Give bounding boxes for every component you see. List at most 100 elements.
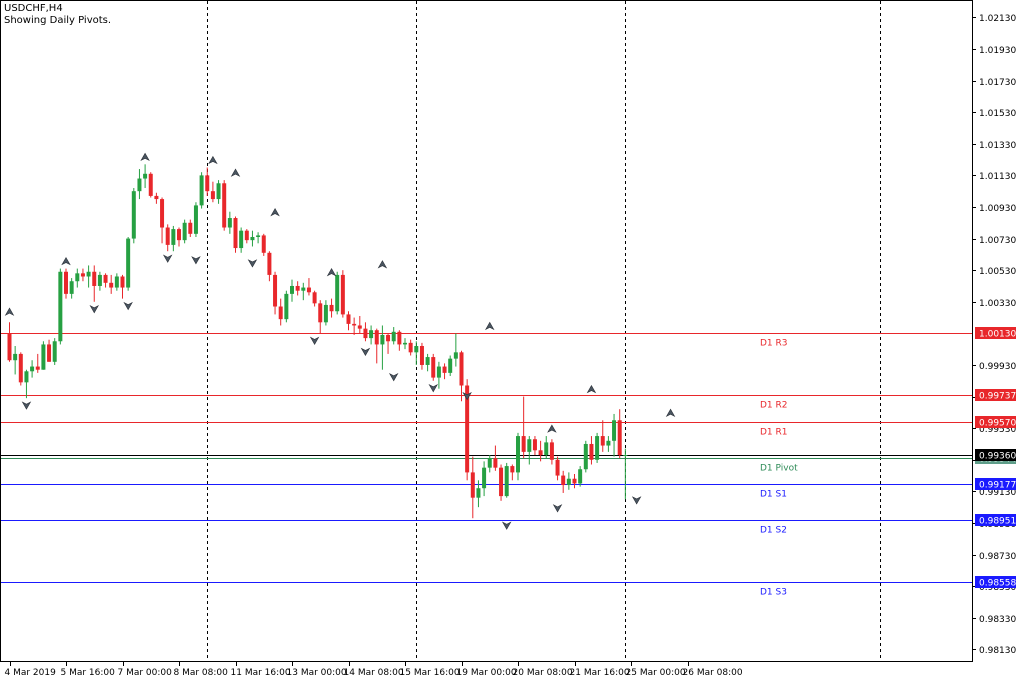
candle-body	[323, 304, 328, 323]
support-price-label: 0.98558	[979, 579, 1016, 589]
pivot-level-label: D1 S3	[760, 588, 787, 598]
candle-body	[284, 293, 289, 320]
fractal-up-icon	[270, 208, 280, 217]
support-price-label-box	[975, 514, 1016, 526]
price-tick-label: 0.99530	[979, 425, 1016, 435]
candle-body	[465, 385, 470, 473]
pivot-level-label: D1 R1	[760, 428, 788, 438]
resistance-price-label-box	[975, 327, 1016, 339]
resistance-price-label: 0.99737	[979, 392, 1016, 402]
fractal-down-icon	[388, 372, 399, 382]
fractal-up-icon	[484, 321, 495, 331]
candle-body	[414, 346, 419, 353]
fractal-up-icon	[586, 384, 597, 394]
candle-body	[363, 328, 368, 339]
bullish-candle	[453, 333, 458, 367]
fractal-down-icon	[247, 259, 258, 268]
fractal-down-icon	[552, 504, 563, 513]
candle-body	[532, 439, 537, 451]
fractal-up-icon	[230, 168, 241, 177]
resistance-price-label: 0.99570	[979, 419, 1016, 429]
candle-body	[188, 222, 193, 234]
time-tick-label: 20 Mar 08:00	[513, 668, 573, 678]
bearish-candle	[80, 268, 85, 282]
candle-body	[566, 478, 571, 486]
bearish-candle	[261, 233, 266, 256]
fractal-up-icon	[377, 260, 388, 269]
bearish-candle	[120, 274, 125, 299]
candle-body	[103, 274, 108, 283]
candle-body	[86, 271, 91, 277]
plot-area[interactable]	[0, 0, 973, 662]
symbol-timeframe-label: USDCHF,H4	[4, 3, 63, 14]
candle-body	[210, 191, 215, 200]
bullish-candle	[86, 265, 91, 288]
bearish-candle	[431, 353, 436, 381]
candle-body	[41, 344, 46, 370]
bearish-candle	[165, 224, 170, 252]
bullish-candle	[425, 353, 430, 372]
bearish-candle	[493, 445, 498, 471]
candle-body	[193, 205, 198, 234]
candle-body	[205, 175, 210, 192]
bearish-candle	[555, 456, 560, 481]
pivot-level-label: D1 R3	[760, 339, 788, 349]
bullish-candle	[250, 230, 255, 247]
bullish-candle	[256, 232, 261, 244]
bullish-candle	[487, 455, 492, 473]
bullish-candle	[239, 227, 244, 253]
bearish-candle	[222, 180, 227, 231]
bearish-candle	[148, 172, 153, 198]
price-tick-label: 1.01730	[979, 78, 1016, 88]
bearish-candle	[64, 268, 68, 299]
price-tick-label: 1.00730	[979, 236, 1016, 246]
bearish-candle	[589, 436, 594, 465]
candle-body	[227, 218, 232, 228]
price-tick-label: 0.98730	[979, 552, 1016, 562]
candle-body	[244, 230, 249, 241]
bearish-candle	[572, 473, 577, 489]
candle-body	[425, 357, 430, 365]
bullish-candle	[612, 413, 617, 457]
price-tick-label: 0.98130	[979, 646, 1016, 656]
bearish-candle	[244, 229, 249, 244]
candle-body	[199, 175, 204, 206]
bullish-candle	[448, 355, 453, 377]
price-tick-label: 1.00530	[979, 267, 1016, 277]
candle-body	[80, 273, 85, 277]
support-price-label-box	[975, 478, 1016, 490]
candle-body	[216, 183, 221, 200]
bullish-candle	[403, 338, 407, 350]
bullish-candle	[182, 219, 187, 244]
bearish-candle	[600, 420, 605, 452]
candle-body	[374, 330, 379, 345]
bullish-candle	[227, 211, 232, 234]
bullish-candle	[623, 448, 628, 500]
candle-body	[250, 236, 255, 241]
bearish-candle	[295, 281, 300, 296]
current-price-label: 0.99360	[979, 452, 1016, 462]
time-tick-label: 5 Mar 16:00	[61, 668, 116, 678]
candle-body	[346, 314, 351, 324]
bullish-candle	[114, 273, 119, 291]
candle-body	[470, 472, 475, 498]
candle-body	[521, 436, 526, 452]
bullish-candle	[566, 472, 571, 490]
bullish-candle	[69, 278, 74, 299]
fractal-down-icon	[631, 496, 642, 505]
bearish-candle	[35, 353, 40, 373]
bearish-candle	[109, 274, 114, 294]
candle-body	[612, 420, 617, 441]
candle-body	[397, 331, 402, 345]
candle-body	[391, 331, 396, 342]
candle-body	[295, 285, 300, 291]
price-tick-label: 1.01530	[979, 109, 1016, 119]
pivot-levels: D1 R3 D1 R2 D1 R1 D1 Pivot D1 S1 D1 S2 D1 S3	[1, 333, 972, 598]
candle-body	[7, 333, 12, 361]
candle-body	[623, 455, 628, 457]
candle-body	[340, 274, 345, 315]
price-axis: 1.02130 1.01930 1.01730 1.01530 1.01330 1.011…	[972, 14, 1016, 656]
candle-body	[233, 218, 238, 249]
